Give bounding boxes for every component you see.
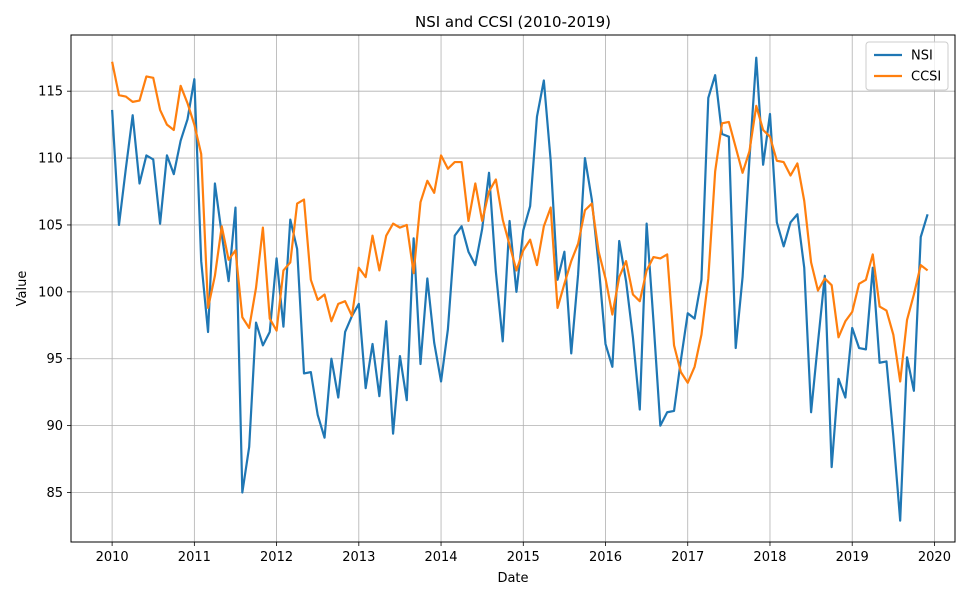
y-tick-label: 95 — [46, 352, 63, 367]
y-tick-label: 85 — [46, 486, 63, 501]
x-tick-label: 2013 — [342, 550, 375, 565]
x-tick-label: 2011 — [178, 550, 211, 565]
x-tick-label: 2019 — [836, 550, 869, 565]
x-tick-label: 2020 — [918, 550, 951, 565]
legend-label-ccsi: CCSI — [911, 70, 941, 85]
plot-frame — [70, 34, 956, 543]
y-tick-label: 115 — [38, 85, 63, 100]
x-tick-label: 2016 — [589, 550, 622, 565]
y-tick-label: 90 — [46, 419, 63, 434]
y-tick-label: 110 — [38, 152, 63, 167]
x-tick-label: 2014 — [424, 550, 457, 565]
legend: NSI CCSI — [865, 41, 949, 91]
x-tick-label: 2018 — [753, 550, 786, 565]
series-layer — [111, 56, 929, 522]
y-tick-label: 100 — [38, 285, 63, 300]
y-axis-title: Value — [15, 271, 30, 307]
x-tick-label: 2017 — [671, 550, 704, 565]
y-axis: 85 90 95 100 105 110 115 — [38, 85, 71, 501]
x-axis: 2010 2011 2012 2013 2014 2015 2016 2017 2018 2019… — [96, 542, 951, 565]
series-line-ccsi — [111, 61, 929, 384]
x-axis-title: Date — [497, 571, 528, 586]
x-tick-label: 2015 — [507, 550, 540, 565]
chart-title: NSI and CCSI (2010-2019) — [415, 13, 611, 31]
x-tick-label: 2012 — [260, 550, 293, 565]
y-tick-label: 105 — [38, 218, 63, 233]
x-tick-label: 2010 — [96, 550, 129, 565]
legend-label-nsi: NSI — [911, 49, 933, 64]
